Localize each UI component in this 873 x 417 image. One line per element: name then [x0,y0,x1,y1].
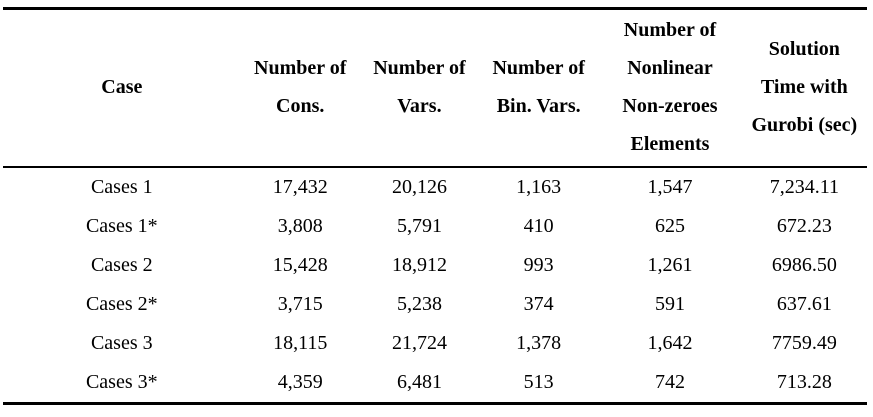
table-row: Cases 3* 4,359 6,481 513 742 713.28 [3,363,867,404]
table-row: Cases 3 18,115 21,724 1,378 1,642 7759.4… [3,324,867,363]
cell-num-nonlinear: 591 [654,293,685,315]
cell-num-nonlinear: 1,261 [647,254,693,276]
column-header-num-vars: Number of Vars. [360,9,479,168]
cell-solution-time: 672.23 [776,215,832,237]
table-row: Cases 1* 3,808 5,791 410 625 672.23 [3,207,867,246]
cell-case: Cases 1* [85,215,158,237]
header-line: Gurobi (sec) [751,114,858,136]
header-line: Case [101,76,143,98]
cell-num-vars: 5,238 [396,293,442,315]
table-row: Cases 1 17,432 20,126 1,163 1,547 7,234.… [3,167,867,207]
cell-num-vars: 20,126 [391,176,447,198]
cell-solution-time: 7759.49 [771,332,837,354]
cell-num-nonlinear: 625 [654,215,685,237]
cell-num-bin-vars: 374 [523,293,554,315]
cell-num-bin-vars: 1,378 [516,332,562,354]
cell-num-vars: 6,481 [396,371,442,393]
header-line: Number of [254,57,347,79]
header-line: Solution [768,38,840,60]
header-line: Non-zeroes [622,95,718,117]
column-header-case: Case [3,9,241,168]
column-header-num-nonlinear: Number of Nonlinear Non-zeroes Elements [598,9,741,168]
cell-num-vars: 21,724 [391,332,447,354]
header-line: Elements [630,133,710,155]
cell-num-cons: 4,359 [277,371,323,393]
column-header-num-bin-vars: Number of Bin. Vars. [479,9,598,168]
header-line: Bin. Vars. [496,95,581,117]
column-header-solution-time: Solution Time with Gurobi (sec) [742,9,867,168]
cell-num-bin-vars: 513 [523,371,554,393]
table-row: Cases 2* 3,715 5,238 374 591 637.61 [3,285,867,324]
cell-case: Cases 3* [85,371,158,393]
cell-num-nonlinear: 1,642 [647,332,693,354]
cell-case: Cases 3 [90,332,153,354]
cell-num-cons: 18,115 [273,332,328,354]
cell-solution-time: 6986.50 [771,254,837,276]
results-table: Case Number of Cons. Number of Vars. Num… [3,7,867,405]
cell-num-cons: 15,428 [272,254,328,276]
header-line: Nonlinear [627,57,713,79]
header-line: Vars. [397,95,442,117]
cell-num-vars: 18,912 [391,254,447,276]
cell-num-bin-vars: 993 [523,254,554,276]
cell-num-nonlinear: 1,547 [647,176,693,198]
header-line: Number of [492,57,585,79]
cell-solution-time: 713.28 [776,371,832,393]
cell-case: Cases 1 [90,176,153,198]
table-body: Cases 1 17,432 20,126 1,163 1,547 7,234.… [3,167,867,404]
header-line: Number of [373,57,466,79]
cell-case: Cases 2* [85,293,158,315]
table-header: Case Number of Cons. Number of Vars. Num… [3,8,867,168]
cell-num-cons: 3,808 [277,215,323,237]
header-line: Number of [623,19,717,41]
header-line: Cons. [276,95,325,117]
cell-num-cons: 3,715 [277,293,323,315]
cell-case: Cases 2 [90,254,153,276]
cell-solution-time: 7,234.11 [769,176,839,198]
cell-num-bin-vars: 1,163 [516,176,562,198]
cell-num-cons: 17,432 [272,176,328,198]
header-row: Case Number of Cons. Number of Vars. Num… [3,8,867,168]
cell-solution-time: 637.61 [776,293,832,315]
table-row: Cases 2 15,428 18,912 993 1,261 6986.50 [3,246,867,285]
header-line: Time with [760,76,848,98]
cell-num-vars: 5,791 [396,215,442,237]
column-header-num-cons: Number of Cons. [241,9,360,168]
cell-num-bin-vars: 410 [523,215,554,237]
cell-num-nonlinear: 742 [654,371,685,393]
